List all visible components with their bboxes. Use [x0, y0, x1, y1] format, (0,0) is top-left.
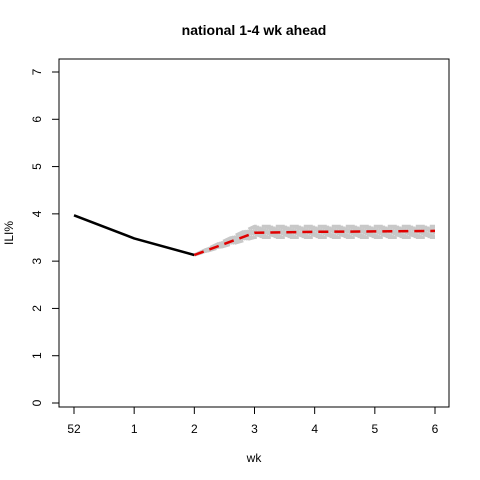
y-tick-label: 1: [30, 352, 44, 359]
x-tick-label: 3: [251, 422, 258, 436]
x-tick-label: 2: [191, 422, 198, 436]
y-tick-label: 0: [30, 399, 44, 406]
x-tick-label: 1: [131, 422, 138, 436]
ensemble-line: [193, 236, 435, 257]
y-axis-label: ILI%: [2, 221, 16, 245]
y-axis: 0 1 2 3 4 5 6 7: [30, 68, 60, 406]
x-tick-label: 4: [311, 422, 318, 436]
y-tick-label: 6: [30, 116, 44, 123]
y-tick-label: 2: [30, 305, 44, 312]
x-axis: 52 1 2 3 4 5 6: [67, 406, 439, 436]
x-axis-label: wk: [246, 451, 263, 465]
chart-title: national 1-4 wk ahead: [182, 22, 327, 38]
x-tick-label: 6: [432, 422, 439, 436]
x-tick-label: 5: [371, 422, 378, 436]
ensemble-layer: [193, 224, 435, 257]
y-tick-label: 7: [30, 68, 44, 75]
y-tick-label: 5: [30, 163, 44, 170]
y-tick-label: 4: [30, 210, 44, 217]
ensemble-line: [193, 224, 435, 257]
x-tick-label: 52: [67, 422, 81, 436]
observed-series-line: [73, 214, 195, 257]
series-layer: [73, 214, 436, 257]
y-tick-label: 3: [30, 257, 44, 264]
ensemble-line: [193, 230, 435, 257]
